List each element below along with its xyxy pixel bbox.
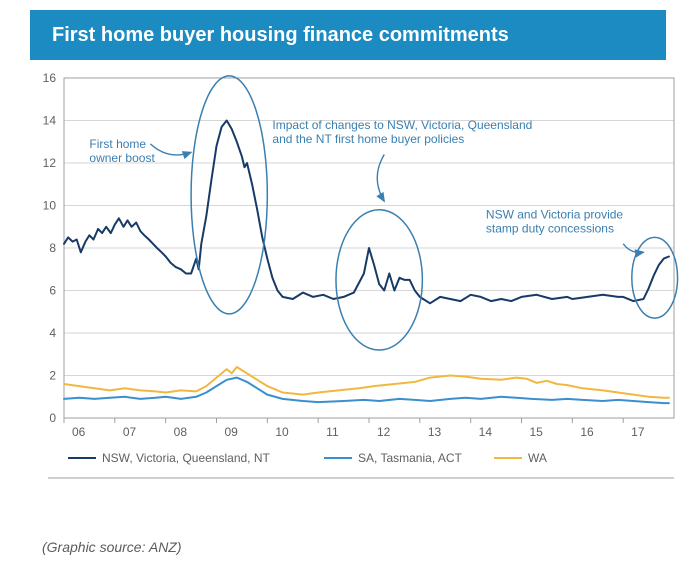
legend-label: SA, Tasmania, ACT [358, 451, 462, 465]
annotation-ellipse [632, 237, 678, 318]
source-note: (Graphic source: ANZ) [42, 539, 182, 555]
y-tick-label: 10 [43, 199, 57, 213]
x-tick-label: 06 [72, 425, 86, 439]
annotations-group: First homeowner boost Impact of changes t… [89, 76, 677, 350]
annotation-arrow [377, 155, 384, 202]
x-tick-label: 13 [428, 425, 442, 439]
title-bar: First home buyer housing finance commitm… [30, 10, 666, 60]
x-tick-label: 08 [174, 425, 188, 439]
x-tick-label: 11 [326, 425, 339, 439]
x-tick-label: 09 [225, 425, 239, 439]
y-tick-label: 4 [49, 326, 56, 340]
x-tick-label: 07 [123, 425, 137, 439]
chart-container: 0 2 4 6 8 10 12 14 16 06 07 08 09 10 11 12 13 14 15 16 17 F… [20, 72, 680, 492]
legend: NSW, Victoria, Queensland, NT SA, Tasmani… [48, 451, 674, 478]
legend-label: WA [528, 451, 547, 465]
x-tick-label: 16 [580, 425, 594, 439]
annotation-text: stamp duty concessions [486, 221, 614, 235]
y-tick-label: 6 [49, 284, 56, 298]
chart-page: First home buyer housing finance commitm… [0, 0, 696, 567]
chart-title: First home buyer housing finance commitm… [52, 24, 509, 47]
annotation-text: owner boost [89, 151, 155, 165]
y-tick-label: 2 [49, 369, 56, 383]
y-axis-ticks: 0 2 4 6 8 10 12 14 16 [43, 72, 57, 425]
y-tick-label: 8 [49, 241, 56, 255]
x-tick-label: 17 [631, 425, 645, 439]
legend-label: NSW, Victoria, Queensland, NT [102, 451, 271, 465]
x-tick-label: 12 [377, 425, 391, 439]
annotation-text: First home [89, 137, 146, 151]
y-tick-label: 12 [43, 156, 57, 170]
annotation-text: Impact of changes to NSW, Victoria, Quee… [272, 118, 532, 132]
x-tick-label: 15 [530, 425, 544, 439]
y-tick-label: 14 [43, 114, 57, 128]
x-tick-label: 10 [275, 425, 289, 439]
y-tick-label: 16 [43, 72, 57, 85]
annotation-ellipse [191, 76, 267, 314]
annotation-text: NSW and Victoria provide [486, 207, 623, 221]
x-axis-ticks: 06 07 08 09 10 11 12 13 14 15 16 17 [64, 418, 645, 439]
series-line [64, 367, 669, 398]
annotation-text: and the NT first home buyer policies [272, 132, 464, 146]
y-tick-label: 0 [49, 411, 56, 425]
x-tick-label: 14 [479, 425, 493, 439]
line-chart: 0 2 4 6 8 10 12 14 16 06 07 08 09 10 11 12 13 14 15 16 17 F… [20, 72, 680, 492]
annotation-arrow [150, 144, 191, 155]
